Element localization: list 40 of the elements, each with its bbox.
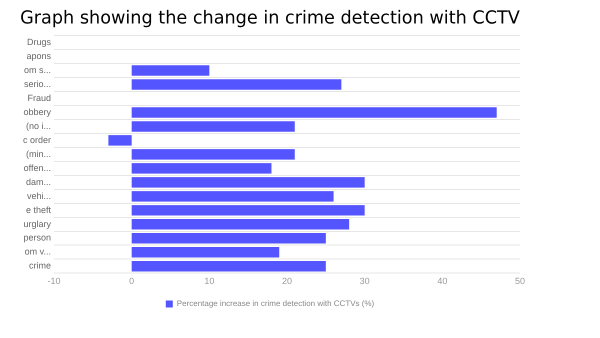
y-tick-label: dam... xyxy=(26,176,52,187)
x-tick-label: 30 xyxy=(360,276,370,286)
bar xyxy=(132,205,365,216)
bar xyxy=(132,177,365,188)
y-tick-label: crime xyxy=(29,260,52,271)
y-tick-label: serio... xyxy=(24,79,52,89)
x-tick-label: 50 xyxy=(514,276,526,286)
bar xyxy=(132,260,326,272)
y-tick-label: urglary xyxy=(23,218,52,229)
x-tick-label: 40 xyxy=(437,276,448,286)
x-tick-label: -10 xyxy=(48,276,61,286)
y-tick-label: (no i... xyxy=(26,120,52,131)
x-tick-label: 20 xyxy=(282,276,292,286)
bar xyxy=(132,219,350,230)
y-tick-label: person xyxy=(23,232,52,243)
bar xyxy=(132,246,280,258)
x-tick-label: 0 xyxy=(129,276,134,286)
bar xyxy=(132,79,342,90)
y-tick-label: om s... xyxy=(24,65,52,76)
x-tick-label: 10 xyxy=(204,276,214,286)
y-tick-label: Fraud xyxy=(27,92,52,103)
bar xyxy=(132,121,295,132)
y-tick-label: offen... xyxy=(24,162,52,173)
y-tick-label: om v... xyxy=(24,246,52,257)
y-tick-label: (min... xyxy=(26,148,52,159)
y-tick-label: e theft xyxy=(26,204,52,215)
bar xyxy=(132,191,334,202)
y-tick-label: obbery xyxy=(23,106,52,117)
bar xyxy=(132,163,272,174)
chart-title: Graph showing the change in crime detection with CCTV xyxy=(20,7,521,29)
bar xyxy=(132,233,326,244)
y-tick-label: apons xyxy=(26,51,52,62)
y-tick-label: vehi... xyxy=(26,190,52,201)
bar xyxy=(132,107,497,118)
legend-label: Percentage increase in crime detection with CCTVs (%) xyxy=(176,299,375,308)
y-tick-label: Drugs xyxy=(26,37,52,48)
bar xyxy=(132,149,295,160)
bar xyxy=(108,135,132,146)
bar xyxy=(132,65,210,76)
y-tick-label: c order xyxy=(22,134,52,145)
